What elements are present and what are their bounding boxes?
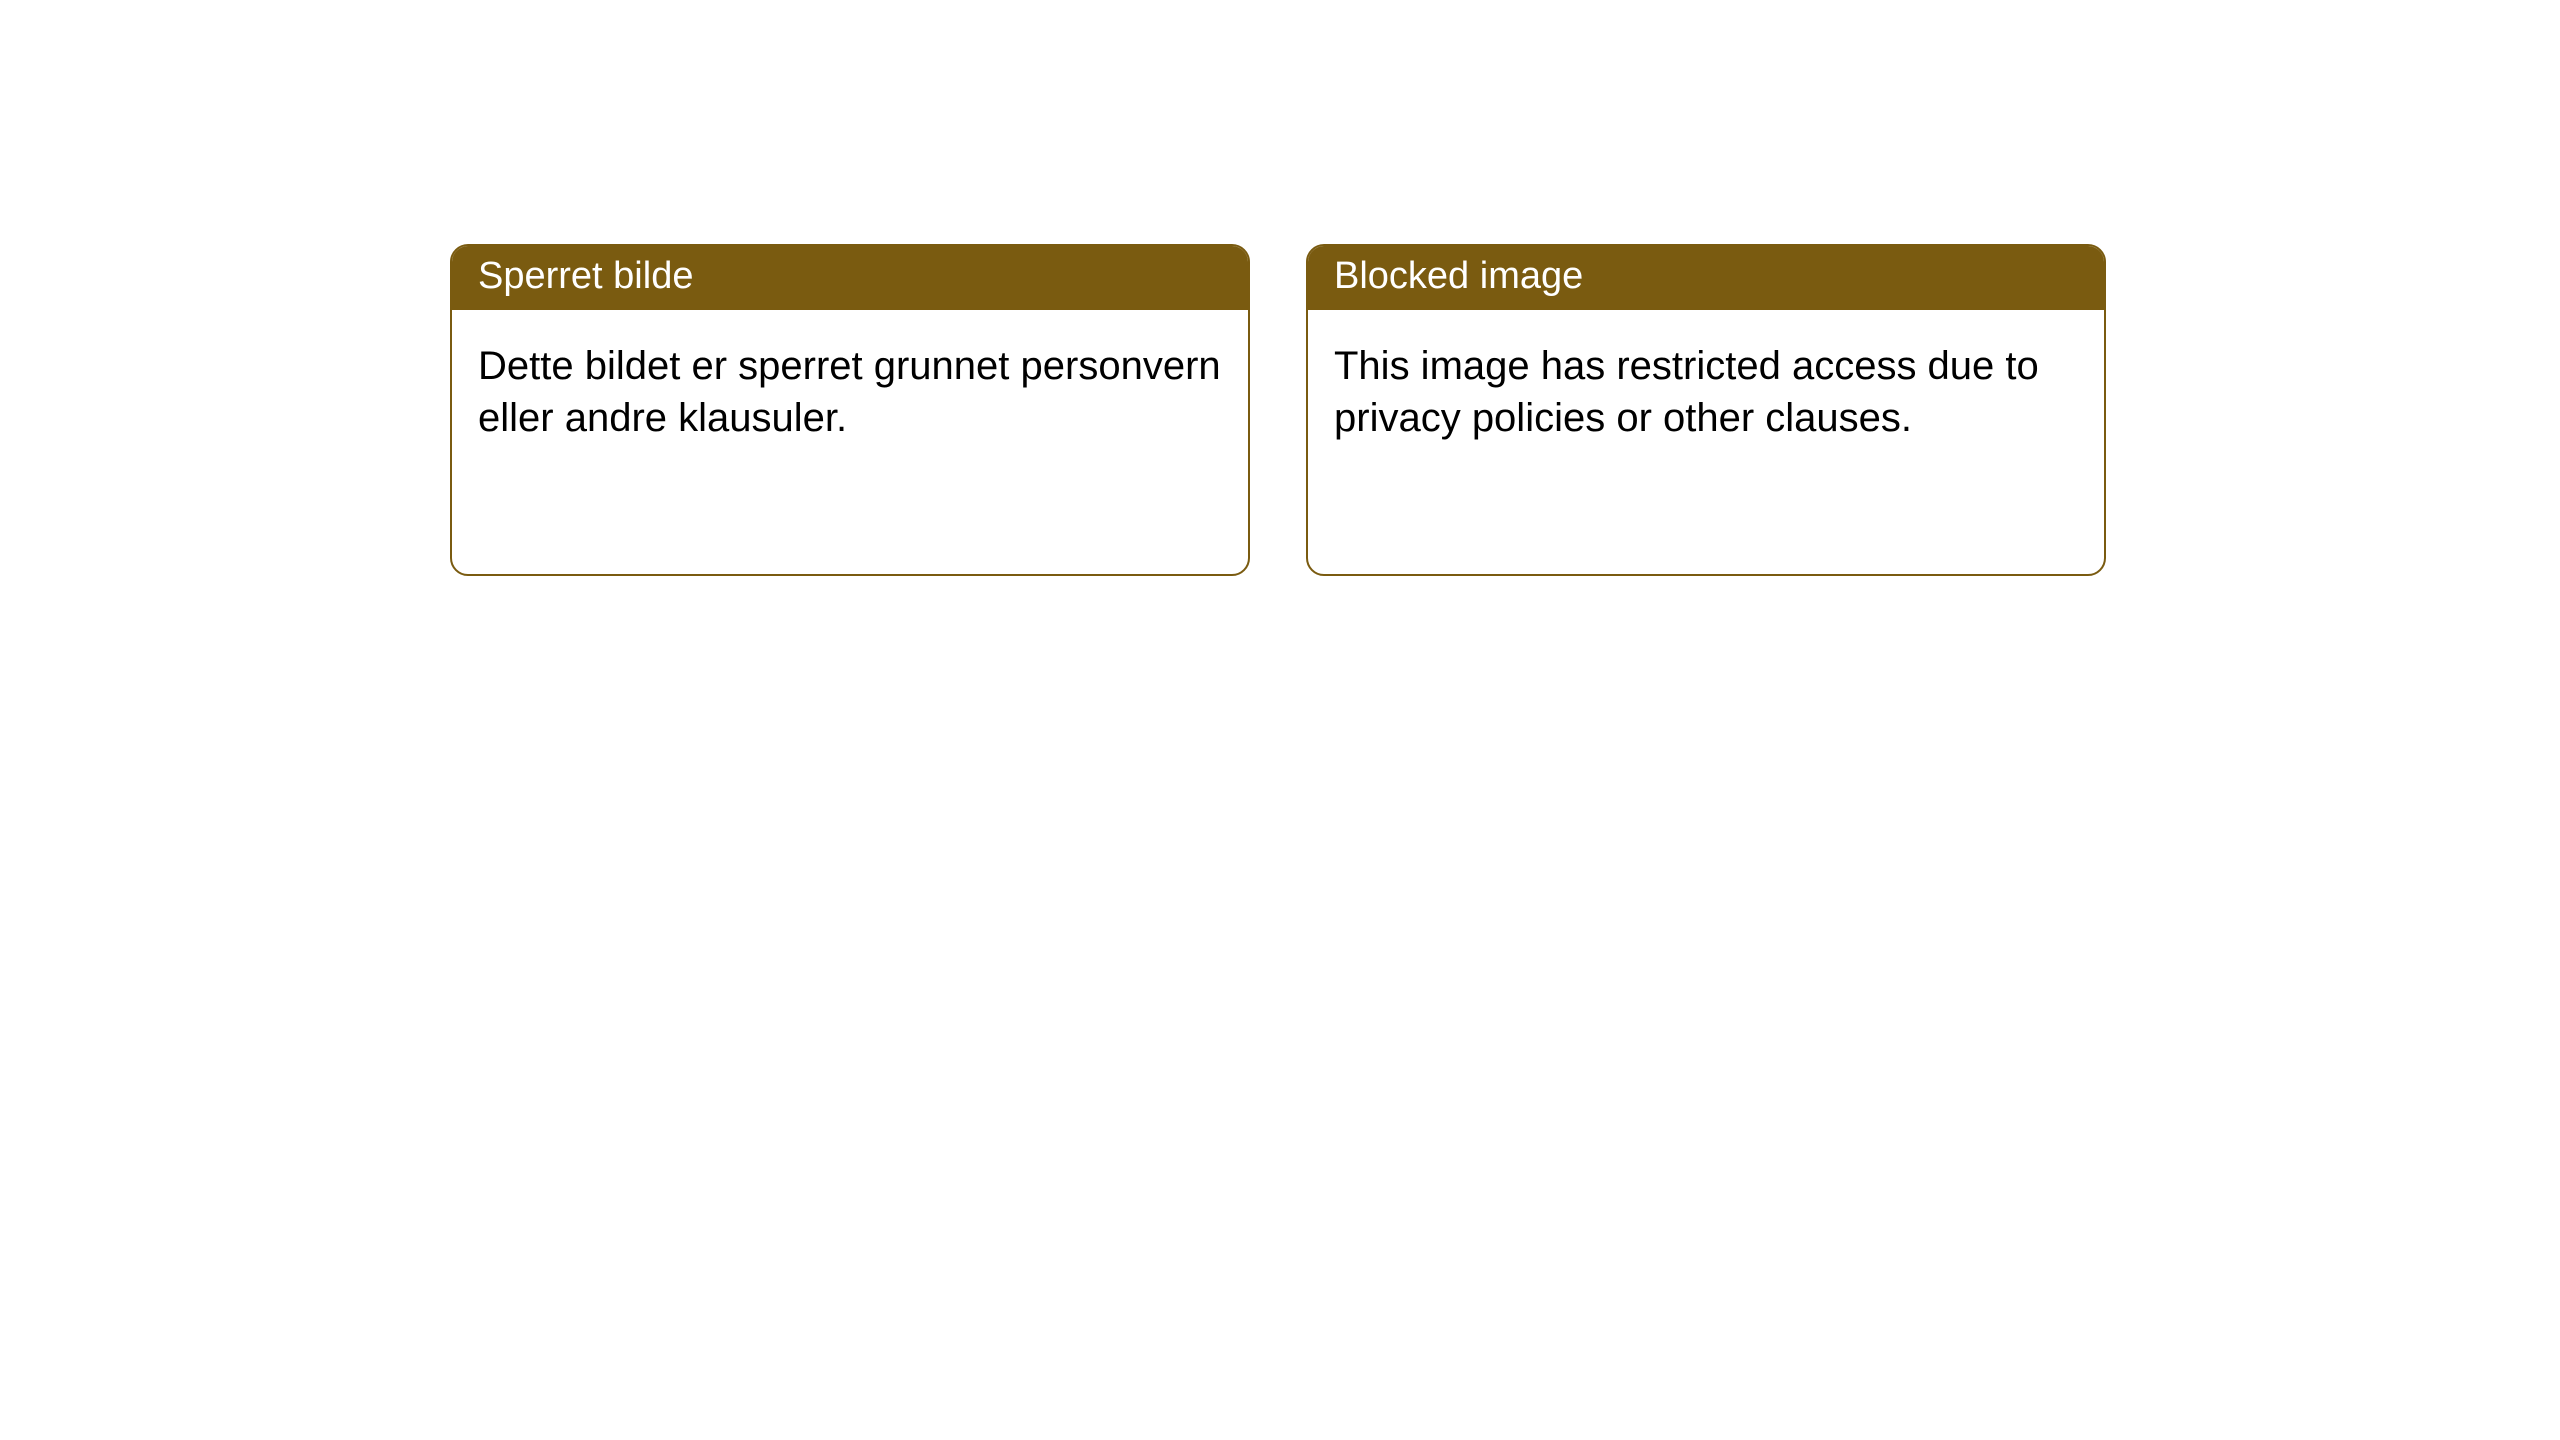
notice-header-norwegian: Sperret bilde [452,246,1248,310]
notice-header-english: Blocked image [1308,246,2104,310]
notice-card-norwegian: Sperret bilde Dette bildet er sperret gr… [450,244,1250,576]
notice-card-english: Blocked image This image has restricted … [1306,244,2106,576]
notice-body-english: This image has restricted access due to … [1308,310,2104,474]
notice-container: Sperret bilde Dette bildet er sperret gr… [0,0,2560,576]
notice-body-norwegian: Dette bildet er sperret grunnet personve… [452,310,1248,474]
